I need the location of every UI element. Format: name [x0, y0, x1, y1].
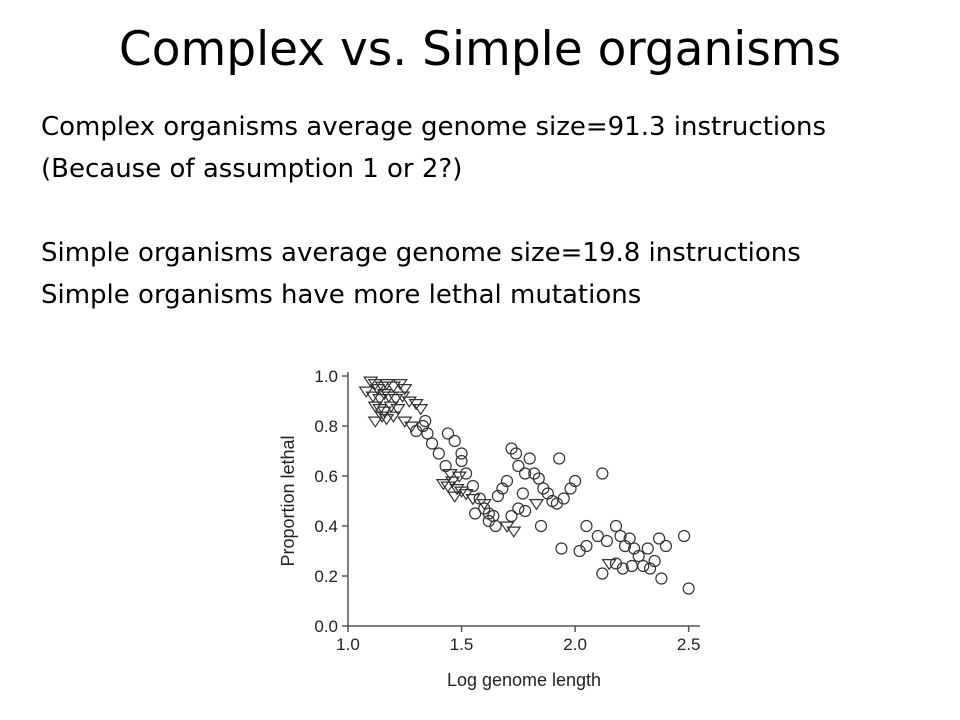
data-point-triangle [372, 393, 388, 406]
y-tick-label: 0.0 [314, 617, 338, 636]
data-point-circle [448, 434, 461, 448]
data-point-circle [455, 454, 468, 468]
text-line-simple-size: Simple organisms average genome size=19.… [41, 238, 801, 268]
data-point-circle [632, 549, 645, 563]
data-point-triangle [383, 401, 399, 413]
data-point-circle [591, 529, 604, 543]
data-point-triangle [365, 391, 381, 403]
text-line-complex-size: Complex organisms average genome size=91… [41, 112, 827, 142]
x-tick-label: 1.0 [336, 635, 360, 654]
data-point-circle [596, 467, 609, 480]
data-point-circle [659, 539, 673, 553]
y-tick-label: 1.0 [314, 367, 338, 386]
data-point-triangle [528, 499, 545, 511]
data-point-circle [482, 514, 495, 528]
data-point-circle [419, 414, 432, 428]
data-point-circle [466, 479, 480, 493]
data-point-triangle [376, 389, 392, 401]
data-point-triangle [601, 559, 617, 571]
data-point-triangle [367, 416, 383, 428]
data-point-circle [573, 544, 586, 558]
data-point-circle [469, 507, 482, 520]
data-point-circle [637, 559, 650, 573]
data-point-circle [534, 519, 548, 533]
data-point-circle [455, 447, 468, 460]
data-point-triangle [435, 478, 452, 491]
data-point-circle [441, 427, 455, 440]
data-point-circle [519, 467, 532, 480]
data-point-circle [596, 567, 609, 580]
data-point-circle [523, 452, 536, 465]
text-line-lethal: Simple organisms have more lethal mutati… [41, 280, 642, 310]
data-point-circle [509, 447, 523, 460]
data-point-triangle [378, 379, 395, 391]
data-point-triangle [390, 403, 406, 416]
data-point-triangle [388, 393, 404, 406]
data-point-circle [682, 582, 695, 595]
data-point-circle [473, 492, 486, 505]
data-point-circle [616, 562, 629, 575]
data-point-circle [512, 459, 525, 473]
data-point-triangle [447, 491, 463, 503]
data-point-circle [519, 504, 532, 518]
data-point-circle [600, 534, 613, 548]
data-point-circle [623, 532, 636, 545]
data-point-triangle [385, 381, 402, 393]
y-axis-label: Proportion lethal [278, 435, 298, 566]
data-point-circle [421, 427, 434, 440]
body-text: Complex organisms average genome size=91… [41, 106, 941, 316]
y-tick-label: 0.8 [314, 417, 338, 436]
data-point-triangle [401, 396, 417, 408]
data-point-circle [653, 532, 666, 545]
data-point-circle [580, 519, 593, 533]
data-point-triangle [413, 403, 429, 416]
data-point-triangle [363, 376, 379, 388]
data-point-triangle [372, 403, 388, 416]
x-tick-label: 1.5 [450, 635, 474, 654]
data-point-triangle [385, 411, 402, 423]
data-point-triangle [465, 494, 481, 506]
data-point-circle [678, 529, 691, 543]
data-point-circle [641, 542, 654, 555]
data-point-circle [439, 459, 452, 473]
data-point-circle [555, 542, 568, 555]
data-point-circle [568, 474, 582, 488]
data-point-circle [425, 437, 439, 450]
chart-axes [347, 372, 700, 627]
data-point-circle [643, 562, 657, 575]
text-line-assumption: (Because of assumption 1 or 2?) [41, 154, 463, 184]
x-axis-label: Log genome length [447, 670, 601, 690]
text-line-blank [41, 190, 941, 232]
data-point-circle [432, 447, 445, 460]
data-point-circle [609, 519, 623, 533]
y-tick-label: 0.6 [314, 467, 338, 486]
data-point-circle [459, 467, 473, 480]
data-point-triangle [506, 526, 522, 538]
y-tick-label: 0.2 [314, 567, 338, 586]
data-point-triangle [440, 481, 456, 493]
data-point-circle [614, 529, 627, 543]
data-point-triangle [397, 384, 413, 396]
data-point-circle [625, 559, 638, 573]
scatter-chart: 1.0 1.5 2.0 2.5 0.0 0.2 0.4 0.6 0.8 1.0 Log genom… [278, 367, 700, 690]
slide-title: Complex vs. Simple organisms [118, 22, 842, 77]
data-point-circle [532, 472, 545, 485]
data-point-circle [655, 572, 668, 585]
data-point-triangle [444, 476, 461, 488]
data-point-circle [505, 509, 518, 523]
y-tick-label: 0.4 [314, 517, 338, 536]
data-point-circle [557, 492, 570, 505]
data-point-circle [553, 452, 566, 465]
data-point-triangle [403, 421, 420, 433]
chart-ticks: 1.0 1.5 2.0 2.5 0.0 0.2 0.4 0.6 0.8 1.0 [314, 367, 700, 654]
x-tick-label: 2.0 [563, 635, 587, 654]
chart-marks [358, 376, 695, 595]
data-point-circle [516, 487, 529, 500]
data-point-circle [500, 474, 514, 488]
data-point-triangle [378, 413, 395, 426]
x-tick-label: 2.5 [677, 635, 701, 654]
data-point-triangle [381, 391, 397, 403]
data-point-circle [512, 502, 525, 515]
